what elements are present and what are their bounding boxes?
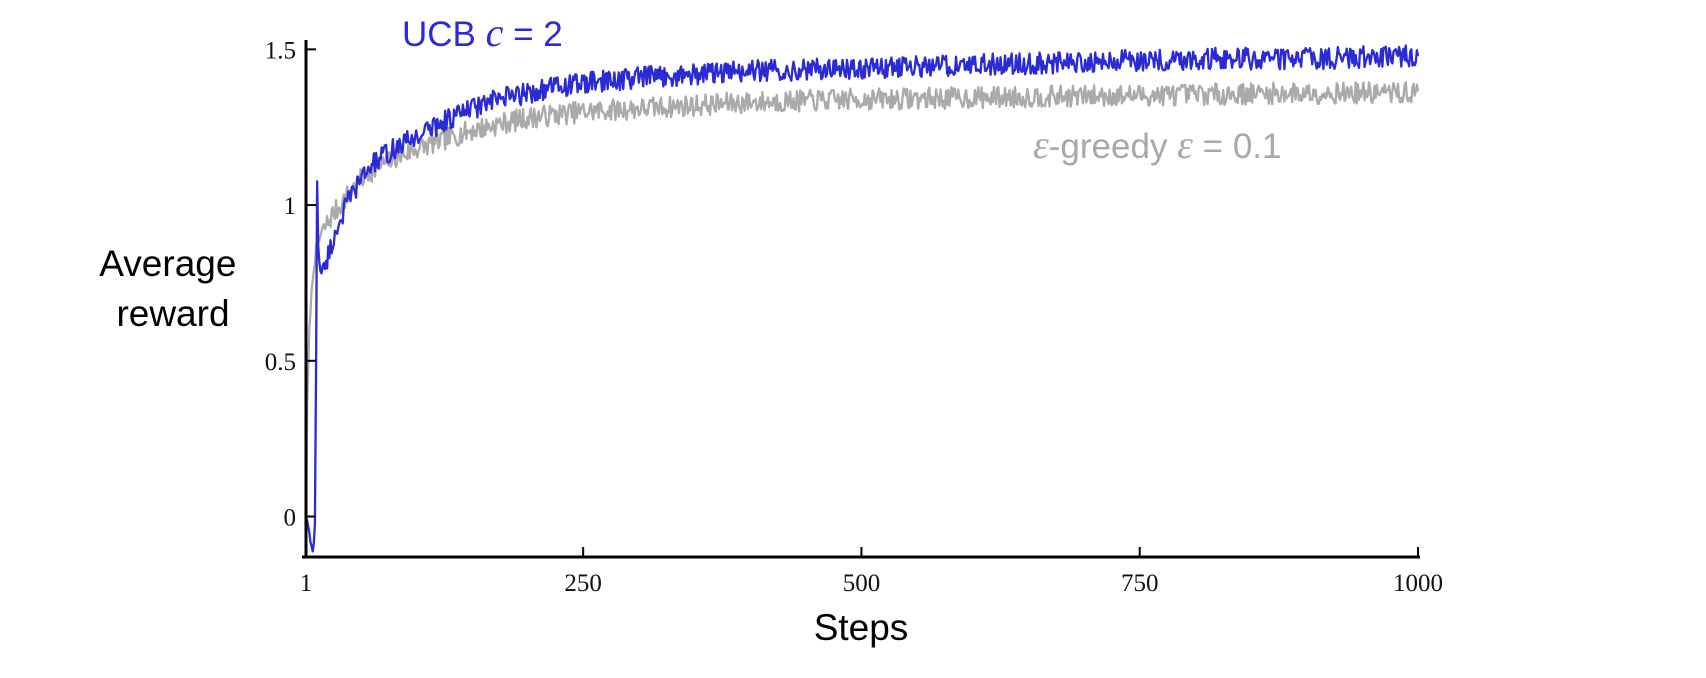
ticks: 1 250 500 750 1000 0 0.5 1 1.5: [265, 37, 1443, 597]
y-tick-label: 0.5: [265, 349, 296, 376]
x-tick-label: 1: [300, 570, 313, 597]
series-label-ucb: UCB c = 2: [402, 10, 563, 55]
y-tick-label: 0: [284, 505, 297, 532]
ucb-label-symbol: c: [486, 10, 504, 55]
x-tick-label: 750: [1121, 570, 1159, 597]
x-tick-label: 250: [564, 570, 602, 597]
y-axis-title-line-2: reward: [116, 293, 229, 334]
y-axis-title-line-1: Average: [99, 243, 236, 284]
x-tick-label: 500: [843, 570, 881, 597]
egreedy-label-mid: -greedy: [1049, 127, 1177, 166]
y-axis-title: Average reward: [99, 243, 246, 334]
series-line-ucb: [304, 44, 1420, 553]
ucb-label-prefix: UCB: [402, 15, 486, 54]
x-axis-title: Steps: [814, 607, 909, 648]
ucb-label-suffix: = 2: [503, 15, 562, 54]
egreedy-label-prefix: ε: [1033, 122, 1049, 167]
series-line-egreedy: [304, 81, 1420, 517]
x-tick-label: 1000: [1393, 570, 1443, 597]
egreedy-label-suffix: = 0.1: [1193, 127, 1282, 166]
y-tick-label: 1: [284, 193, 297, 220]
egreedy-label-symbol: ε: [1177, 122, 1193, 167]
series-label-egreedy: ε-greedy ε = 0.1: [1033, 122, 1281, 167]
series-layer: [304, 44, 1420, 553]
y-tick-label: 1.5: [265, 37, 296, 64]
axes: [302, 40, 1420, 559]
